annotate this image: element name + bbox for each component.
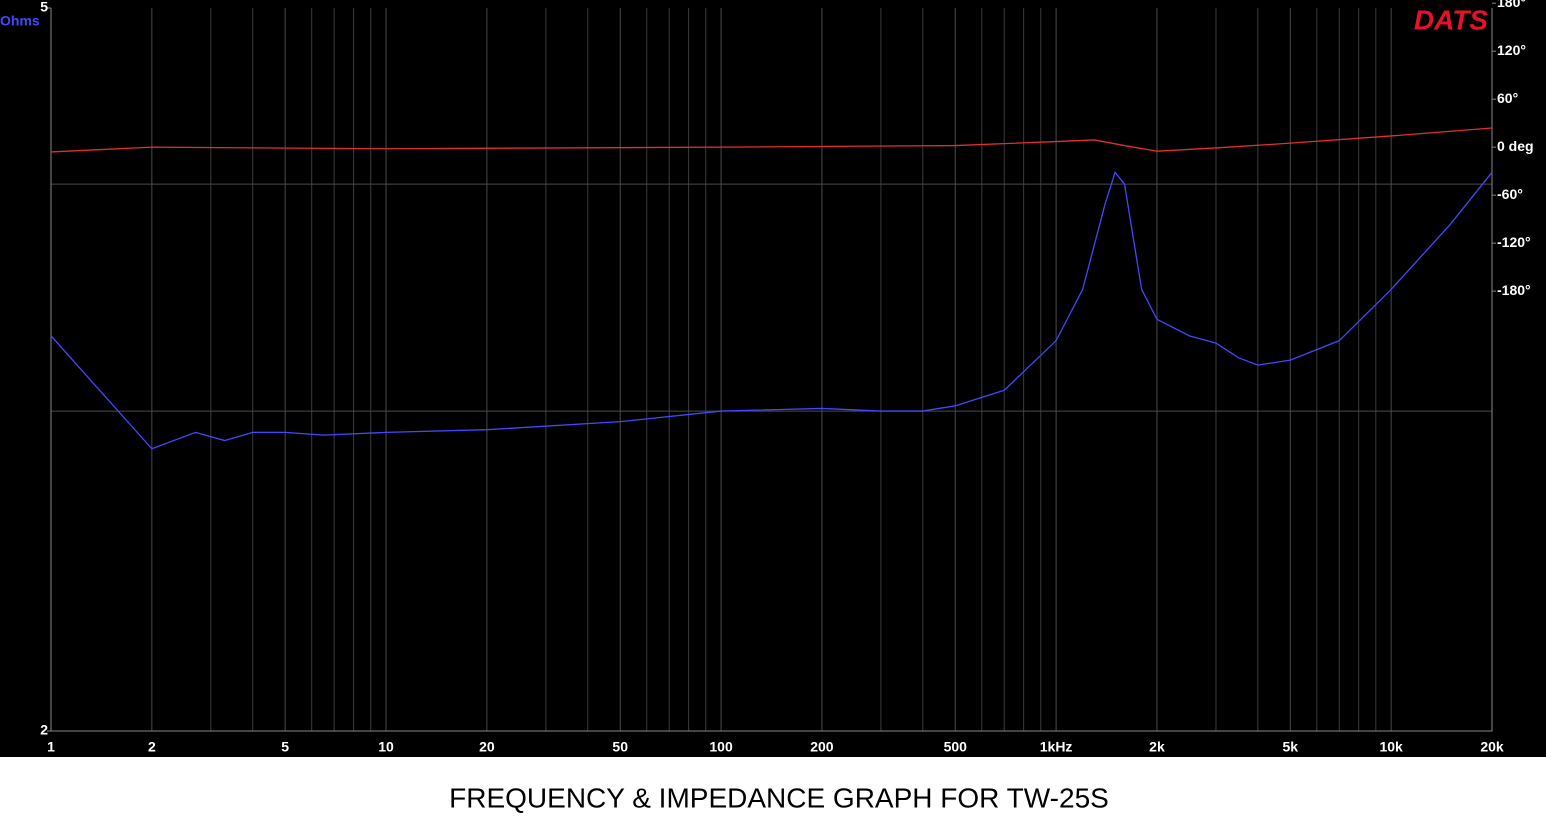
y2-tick-label: 180°	[1497, 0, 1526, 10]
x-tick-label: 10k	[1379, 739, 1403, 755]
x-tick-label: 50	[612, 739, 628, 755]
y2-tick-label: 0 deg	[1497, 138, 1534, 154]
y-tick-label: 2	[40, 722, 48, 738]
series-line	[50, 127, 1493, 153]
x-tick-label: 5	[281, 739, 289, 755]
x-tick-label: 2k	[1149, 739, 1165, 755]
x-tick-label: 100	[709, 739, 733, 755]
plot-background	[0, 0, 1546, 757]
x-tick-label: 10	[378, 739, 394, 755]
x-tick-label: 200	[810, 739, 834, 755]
x-tick-label: 2	[148, 739, 156, 755]
logo: DATS	[1414, 4, 1488, 35]
y2-tick-label: -60°	[1497, 186, 1523, 202]
y-axis-label: Ohms	[0, 13, 40, 29]
x-tick-label: 1	[47, 739, 55, 755]
x-tick-label: 500	[944, 739, 968, 755]
y-tick-label: 5	[40, 0, 48, 15]
x-tick-label: 5k	[1282, 739, 1298, 755]
x-tick-label: 1kHz	[1040, 739, 1073, 755]
plot-frame	[50, 8, 1493, 732]
x-tick-label: 20k	[1480, 739, 1504, 755]
x-tick-label: 20	[479, 739, 495, 755]
y2-tick-label: -180°	[1497, 282, 1531, 298]
series-line	[50, 170, 1493, 450]
y2-tick-label: 120°	[1497, 42, 1526, 58]
y2-tick-label: 60°	[1497, 90, 1518, 106]
chart-title: FREQUENCY & IMPEDANCE GRAPH FOR TW-25S	[449, 782, 1109, 813]
y2-tick-label: -120°	[1497, 234, 1531, 250]
